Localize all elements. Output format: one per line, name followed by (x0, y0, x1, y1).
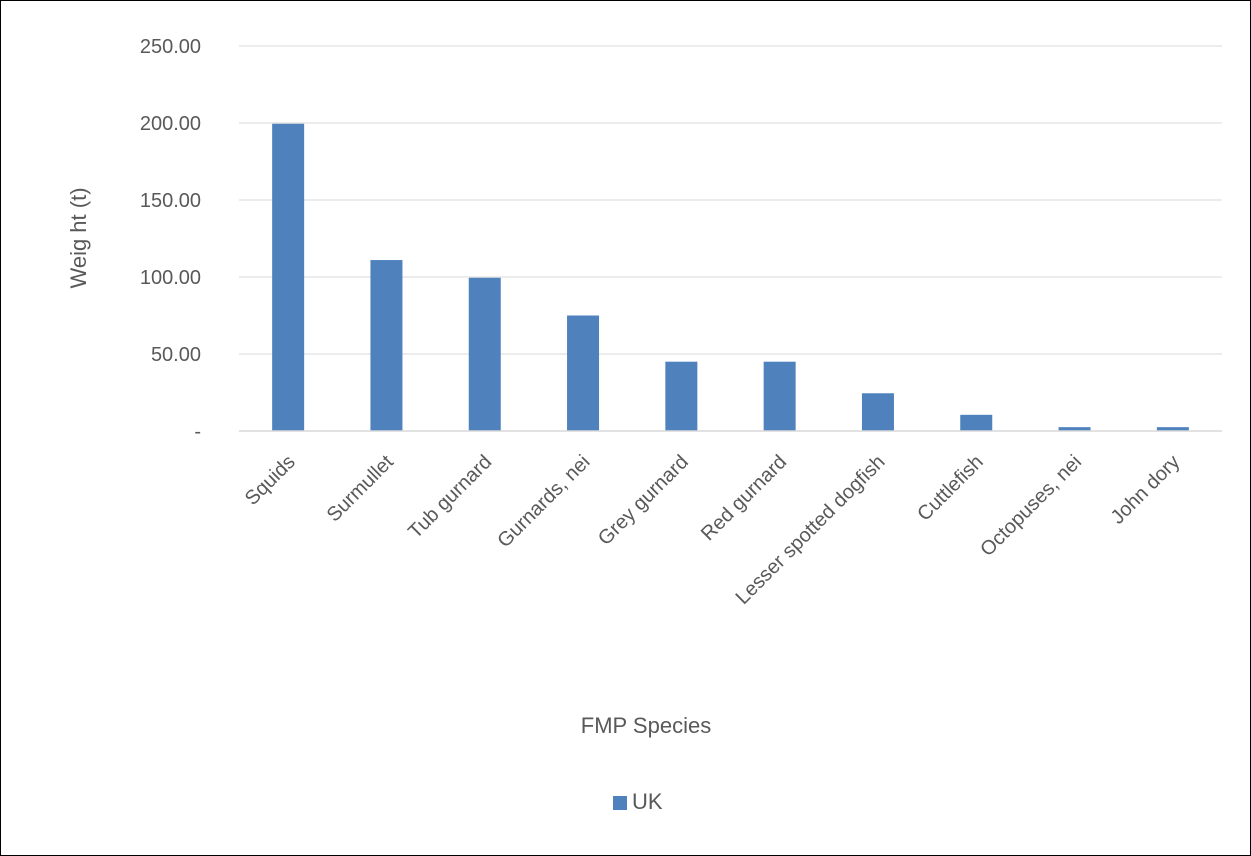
x-tick-label: Red gurnard (697, 451, 791, 545)
legend: UK (613, 789, 663, 814)
y-tick-label: 100.00 (140, 267, 201, 289)
bar (468, 277, 501, 431)
bar (763, 361, 796, 431)
bar (1058, 427, 1091, 431)
x-tick-label: Tub gurnard (404, 451, 496, 543)
x-tick-label: Squids (241, 451, 300, 510)
y-tick-label: 150.00 (140, 190, 201, 212)
gridlines (239, 45, 1222, 355)
y-tick-label: 200.00 (140, 113, 201, 135)
y-tick-label: 50.00 (151, 344, 201, 366)
y-tick-label: - (194, 421, 201, 443)
x-tick-label: Gurnards, nei (493, 451, 594, 552)
bar (1156, 427, 1189, 431)
bar (567, 315, 600, 431)
bar (665, 361, 698, 431)
x-tick-label: Cuttlefish (913, 451, 988, 526)
x-tick-label: Octopuses, nei (976, 451, 1086, 561)
y-tick-label: 250.00 (140, 36, 201, 58)
bar (861, 393, 894, 431)
x-tick-label: John dory (1107, 451, 1185, 529)
bar (272, 123, 305, 432)
y-axis-title: Weig ht (t) (66, 187, 91, 288)
y-axis-tick-labels: - 50.00 100.00 150.00 200.00 250.00 (140, 36, 201, 443)
x-axis-title: FMP Species (581, 713, 711, 738)
legend-label-uk: UK (632, 789, 663, 814)
x-tick-label: Grey gurnard (594, 451, 693, 550)
bars (272, 123, 1189, 432)
bar (370, 260, 403, 431)
bar (960, 414, 993, 431)
legend-swatch-uk (613, 796, 627, 810)
x-tick-label: Surmullet (323, 451, 399, 527)
